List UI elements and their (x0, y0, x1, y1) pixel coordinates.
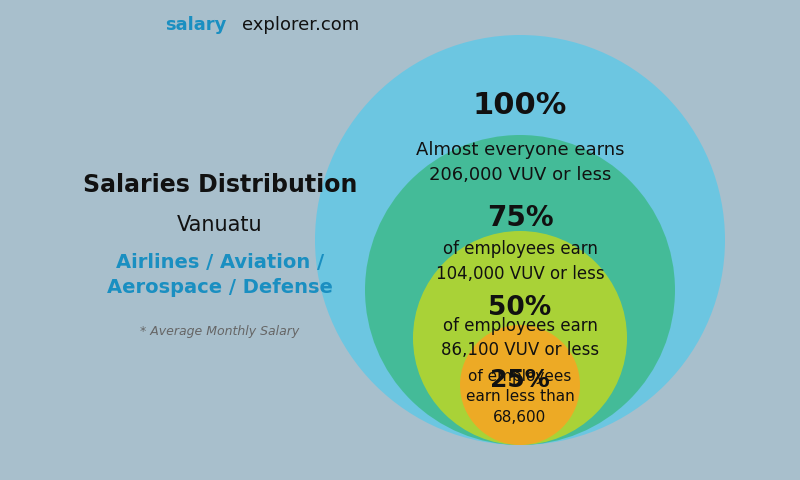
Text: Airlines / Aviation /
Aerospace / Defense: Airlines / Aviation / Aerospace / Defens… (107, 253, 333, 297)
Circle shape (315, 35, 725, 445)
Text: 75%: 75% (486, 204, 554, 232)
Circle shape (365, 135, 675, 445)
Text: 50%: 50% (488, 295, 552, 321)
Text: Vanuatu: Vanuatu (177, 215, 263, 235)
Text: of employees earn
104,000 VUV or less: of employees earn 104,000 VUV or less (436, 240, 604, 283)
Text: Almost everyone earns
206,000 VUV or less: Almost everyone earns 206,000 VUV or les… (416, 141, 624, 183)
Text: Salaries Distribution: Salaries Distribution (83, 173, 357, 197)
Text: 100%: 100% (473, 91, 567, 120)
Text: 25%: 25% (490, 368, 550, 392)
Text: of employees earn
86,100 VUV or less: of employees earn 86,100 VUV or less (441, 317, 599, 359)
Circle shape (413, 231, 627, 445)
Text: * Average Monthly Salary: * Average Monthly Salary (140, 325, 300, 338)
Text: of employees
earn less than
68,600: of employees earn less than 68,600 (466, 369, 574, 425)
Text: explorer.com: explorer.com (242, 16, 359, 34)
Circle shape (460, 325, 580, 445)
Text: salary: salary (165, 16, 226, 34)
